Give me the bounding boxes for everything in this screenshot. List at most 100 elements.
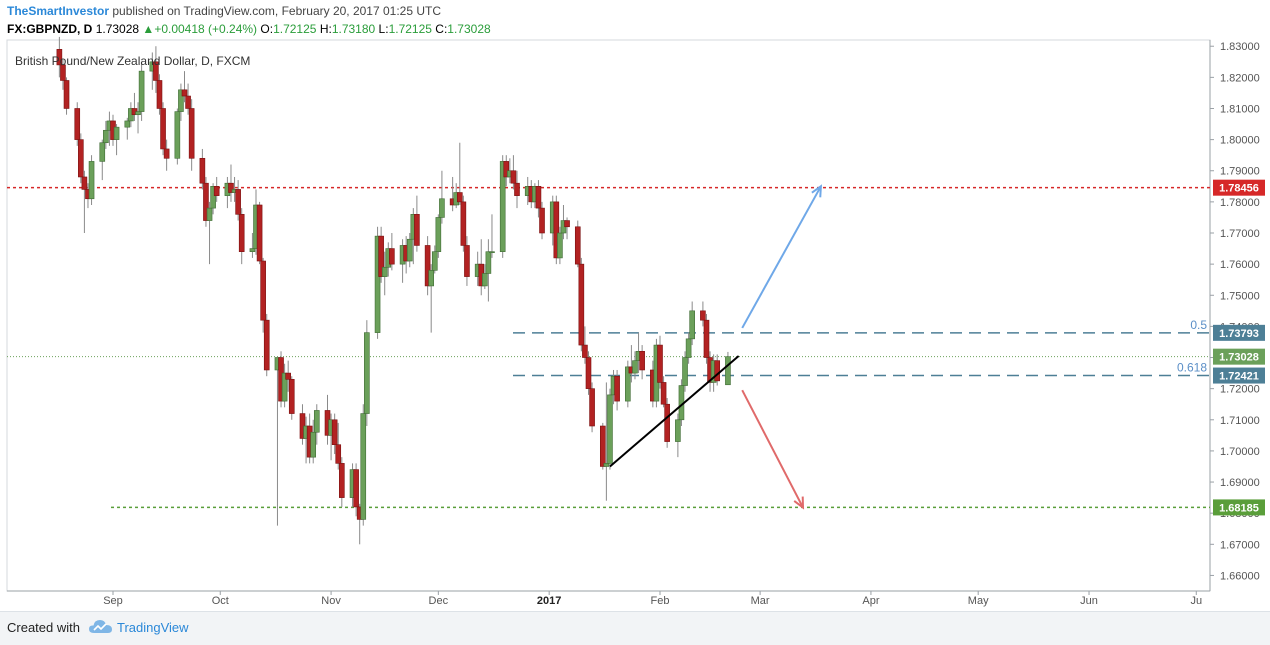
plot-frame [6, 39, 1211, 592]
candle [578, 257, 585, 352]
bearish-candle-body [353, 469, 359, 508]
candle [263, 313, 270, 377]
bearish-candle-body [664, 403, 670, 442]
close-value: 1.73028 [447, 22, 491, 36]
bearish-candle-body [553, 201, 560, 259]
candle [288, 376, 295, 420]
candle [235, 180, 241, 221]
bearish-candle-body [660, 382, 667, 405]
bullish-candle-body [435, 217, 442, 252]
candle [639, 345, 645, 380]
bullish-candle-body [685, 338, 692, 358]
bearish-candle-body [153, 61, 159, 81]
candle [428, 264, 434, 333]
y-tick-label: 1.82000 [1220, 72, 1260, 84]
tradingview-cloud-icon [89, 620, 112, 633]
publish-info: TheSmartInvestor published on TradingVie… [7, 4, 441, 18]
candle [364, 320, 370, 427]
candle [213, 176, 220, 202]
up-arrow-icon: ▲ [142, 22, 155, 36]
candle [589, 382, 595, 433]
y-tick-label: 1.72000 [1220, 384, 1260, 396]
bullish-candle-body [313, 410, 320, 433]
author-link[interactable]: TheSmartInvestor [7, 4, 110, 18]
candle [310, 419, 317, 464]
candle [203, 176, 209, 227]
candle [574, 220, 581, 268]
candle [625, 360, 631, 408]
x-tick-label: Sep [103, 595, 123, 607]
low-label: L: [378, 22, 389, 36]
candle [664, 397, 670, 448]
candle [63, 77, 70, 115]
y-tick-label: 1.66000 [1220, 570, 1260, 582]
candle [353, 463, 359, 517]
candle [489, 214, 495, 258]
candle [331, 413, 338, 455]
tradingview-link[interactable]: TradingView [117, 620, 189, 635]
high-label: H: [319, 22, 332, 36]
symbol: FX:GBPNZD, D [7, 22, 93, 36]
price-chart[interactable]: 1.83000 1.82000 1.81000 1.80000 1.79000 1.780… [0, 0, 1270, 610]
y-tick-label: 1.75000 [1220, 290, 1260, 302]
bullish-candle-body [360, 413, 367, 520]
x-tick-label: May [968, 595, 989, 607]
bullish-candle-body [431, 251, 438, 271]
y-tick-label: 1.81000 [1220, 103, 1260, 115]
candle [78, 133, 84, 184]
bearish-candle-body [260, 260, 266, 321]
bearish-candle-body [60, 64, 66, 81]
bearish-candle-body [263, 319, 270, 371]
bullish-arrow [741, 185, 822, 329]
candle [313, 404, 320, 445]
candle [249, 233, 256, 258]
candle [439, 170, 445, 224]
bearish-candle-body [285, 372, 291, 380]
candle [199, 148, 206, 190]
x-tick-label: Jun [1080, 595, 1098, 607]
bullish-candle-body [124, 120, 131, 128]
x-tick-label: Apr [862, 595, 879, 607]
chart-title: British Pound/New Zealand Dollar, D, FXC… [15, 54, 250, 68]
candle [339, 457, 345, 507]
bearish-candle-body [639, 350, 645, 371]
high-value: 1.73180 [331, 22, 376, 36]
open-label: O: [260, 22, 274, 36]
y-tick-label: 1.69000 [1220, 477, 1260, 489]
candle [485, 239, 492, 302]
bearish-candle-body [235, 189, 241, 215]
bullish-candle-body [364, 332, 370, 414]
candle [88, 155, 95, 205]
candle [113, 124, 120, 156]
bullish-candle-body [482, 273, 488, 287]
fib-0.5-price-label: 1.73793 [1219, 328, 1259, 340]
candle [657, 335, 663, 389]
candle [260, 257, 266, 333]
bearish-candle-body [78, 139, 84, 178]
candle [185, 83, 191, 115]
bearish-candle-body [339, 463, 345, 498]
bullish-candle-body [103, 129, 109, 144]
resistance-price-label: 1.78456 [1219, 183, 1259, 195]
bullish-candle-body [689, 310, 695, 340]
bearish-candle-body [203, 182, 209, 221]
candle [514, 170, 520, 209]
candle [389, 233, 395, 271]
bearish-candle-body [185, 95, 191, 109]
candle [478, 239, 485, 296]
last-price-price-label: 1.73028 [1219, 352, 1259, 364]
candle [181, 71, 188, 103]
candle [682, 351, 688, 392]
candle [174, 108, 181, 165]
bullish-candle-body [374, 235, 381, 333]
bearish-candle-body [56, 49, 63, 66]
fib-0.5-price-tag [1213, 324, 1265, 341]
y-tick-label: 1.80000 [1220, 135, 1260, 147]
candle [603, 382, 610, 501]
candle [56, 36, 63, 78]
candle [135, 102, 141, 134]
x-tick-label: 2017 [537, 595, 561, 607]
candle [614, 369, 620, 411]
bearish-candle-body [585, 357, 592, 389]
